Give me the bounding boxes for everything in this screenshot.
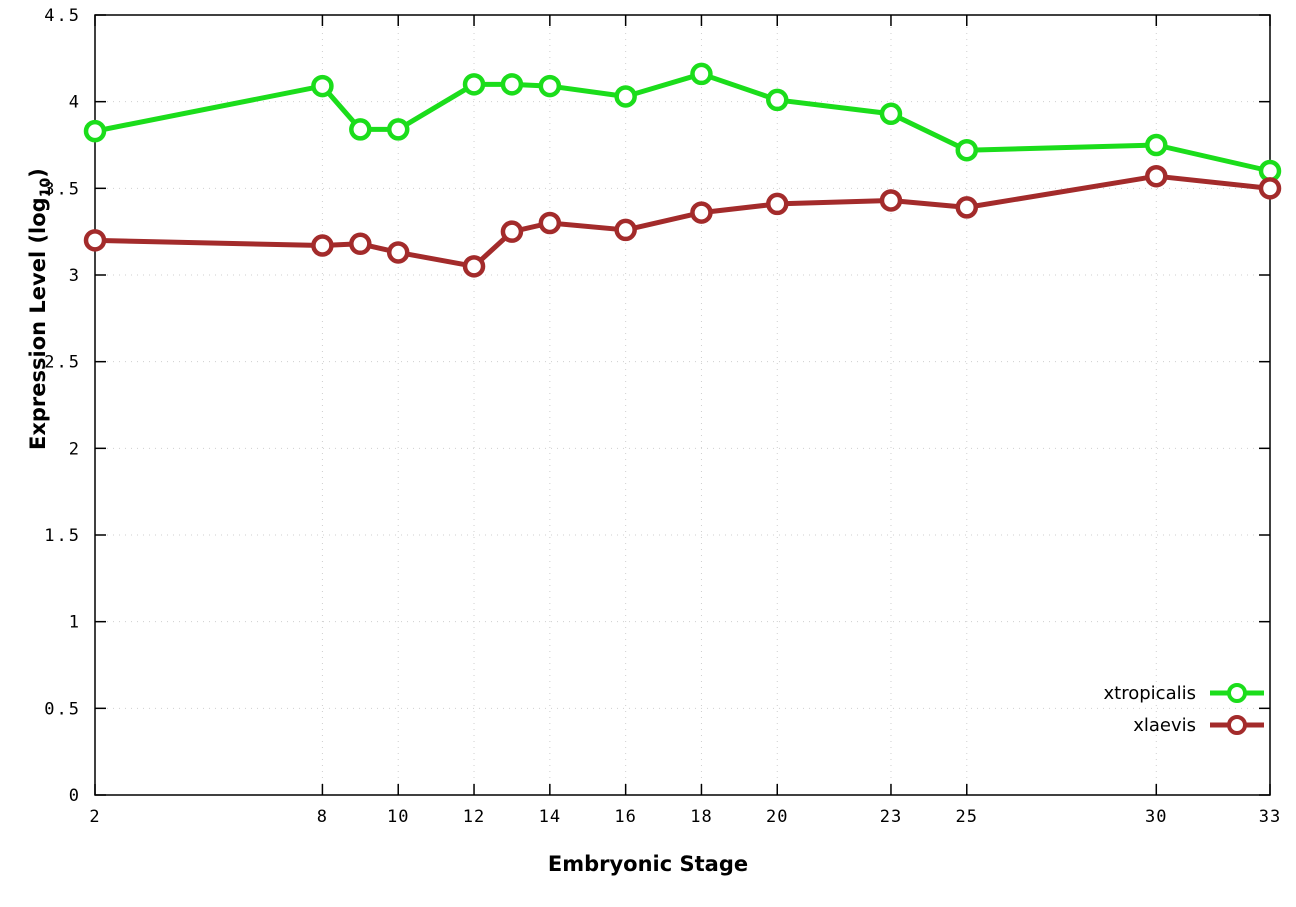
y-axis-title-close: ) bbox=[25, 168, 50, 178]
legend-label-xlaevis: xlaevis bbox=[1133, 714, 1196, 736]
svg-text:2: 2 bbox=[69, 439, 81, 459]
y-axis-title-text: Expression Level (log bbox=[25, 197, 50, 451]
svg-text:25: 25 bbox=[956, 807, 978, 827]
svg-text:30: 30 bbox=[1145, 807, 1167, 827]
svg-text:1.5: 1.5 bbox=[44, 526, 81, 546]
svg-text:33: 33 bbox=[1259, 807, 1281, 827]
svg-text:0.5: 0.5 bbox=[44, 699, 81, 719]
svg-text:2: 2 bbox=[89, 807, 100, 827]
svg-text:4: 4 bbox=[69, 93, 81, 113]
svg-text:3.5: 3.5 bbox=[44, 179, 81, 199]
svg-text:16: 16 bbox=[614, 807, 636, 827]
svg-text:2.5: 2.5 bbox=[44, 353, 81, 373]
svg-text:0: 0 bbox=[69, 786, 81, 806]
svg-text:10: 10 bbox=[387, 807, 409, 827]
x-axis-title: Embryonic Stage bbox=[547, 852, 749, 876]
svg-text:14: 14 bbox=[539, 807, 561, 827]
legend-label-xtropicalis: xtropicalis bbox=[1103, 682, 1196, 704]
svg-text:20: 20 bbox=[766, 807, 788, 827]
svg-text:3: 3 bbox=[69, 266, 81, 286]
legend-marker-xtropicalis bbox=[1210, 683, 1264, 703]
legend-item-xtropicalis: xtropicalis bbox=[1104, 682, 1266, 704]
svg-text:4.5: 4.5 bbox=[44, 6, 81, 26]
svg-text:8: 8 bbox=[317, 807, 328, 827]
legend: xtropicalis xlaevis bbox=[1104, 682, 1266, 736]
y-axis-title: Expression Level (log10) bbox=[26, 109, 54, 509]
svg-text:18: 18 bbox=[690, 807, 712, 827]
svg-text:23: 23 bbox=[880, 807, 902, 827]
svg-text:12: 12 bbox=[463, 807, 485, 827]
legend-item-xlaevis: xlaevis bbox=[1133, 714, 1266, 736]
y-axis-title-subscript: 10 bbox=[38, 177, 55, 198]
svg-text:1: 1 bbox=[69, 613, 81, 633]
legend-marker-xlaevis bbox=[1210, 715, 1264, 735]
